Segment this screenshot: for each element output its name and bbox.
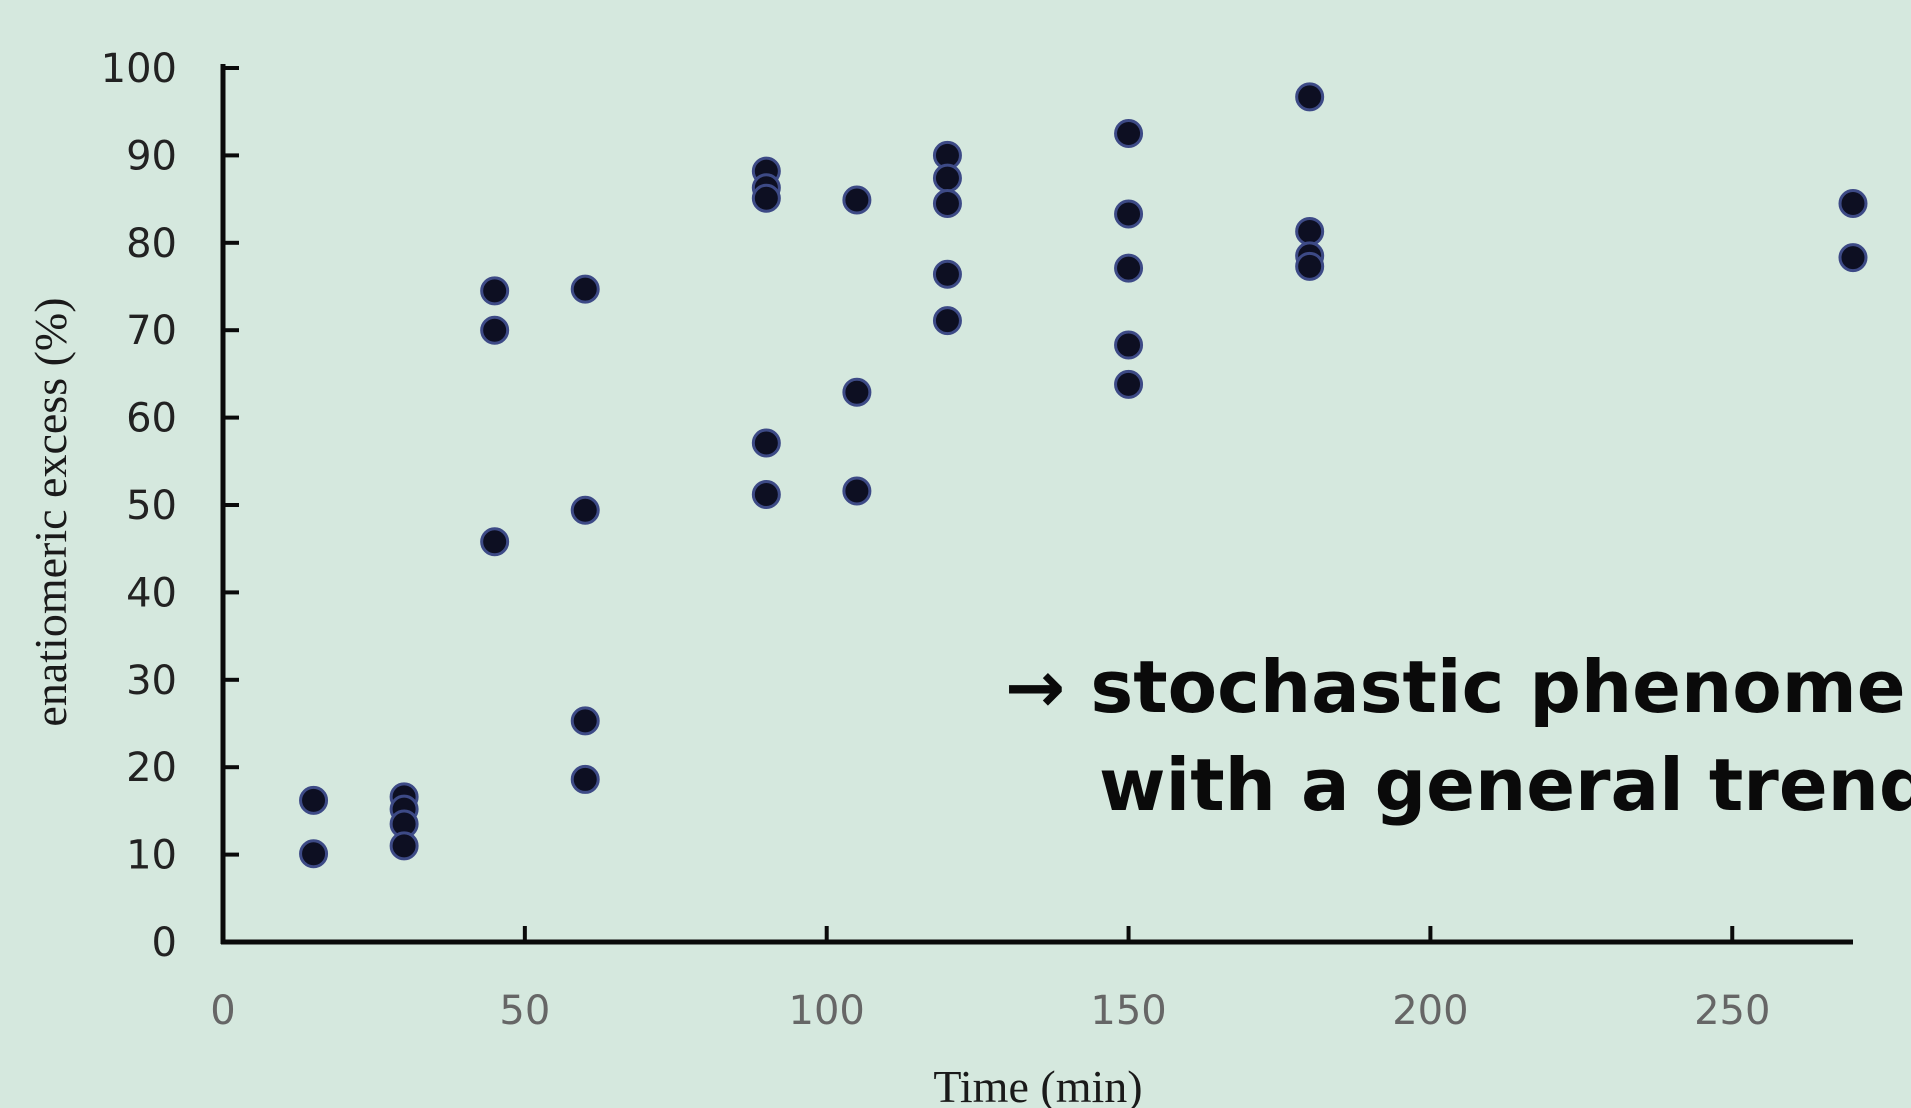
data-point — [1838, 243, 1868, 273]
x-tick-label: 100 — [789, 988, 865, 1034]
y-tick-label: 70 — [126, 308, 177, 354]
data-point — [932, 188, 962, 218]
data-points — [299, 82, 1868, 869]
x-tick-label: 200 — [1392, 988, 1468, 1034]
data-point — [570, 764, 600, 794]
data-point — [932, 306, 962, 336]
data-point — [570, 495, 600, 525]
data-point — [480, 315, 510, 345]
data-point — [1295, 251, 1325, 281]
data-point — [751, 480, 781, 510]
data-point — [842, 185, 872, 215]
x-tick-label: 0 — [210, 988, 235, 1034]
x-tick-label: 150 — [1090, 988, 1166, 1034]
x-tick-label: 50 — [499, 988, 550, 1034]
data-point — [1114, 199, 1144, 229]
data-point — [480, 527, 510, 557]
y-tick-label: 0 — [152, 920, 177, 966]
y-tick-label: 30 — [126, 658, 177, 704]
y-tick-label: 40 — [126, 570, 177, 616]
data-point — [389, 831, 419, 861]
data-point — [1114, 330, 1144, 360]
data-point — [932, 259, 962, 289]
y-tick-label: 80 — [126, 221, 177, 267]
data-point — [480, 276, 510, 306]
data-point — [299, 785, 329, 815]
data-point — [932, 163, 962, 193]
y-tick-label: 10 — [126, 833, 177, 879]
data-point — [1295, 216, 1325, 246]
data-point — [1114, 253, 1144, 283]
data-point — [751, 428, 781, 458]
data-point — [842, 377, 872, 407]
data-point — [299, 839, 329, 869]
data-point — [1114, 119, 1144, 149]
y-axis-ticks: 0 10 20 30 40 50 60 70 80 90 100 — [101, 46, 239, 966]
annotation-line-1: → stochastic phenomena — [1005, 645, 1911, 729]
y-tick-label: 20 — [126, 745, 177, 791]
data-point — [570, 706, 600, 736]
data-point — [751, 183, 781, 213]
annotation-text: → stochastic phenomena with a general tr… — [1005, 638, 1911, 834]
y-tick-label: 100 — [101, 46, 177, 92]
y-tick-label: 50 — [126, 483, 177, 529]
data-point — [1114, 369, 1144, 399]
annotation-line-2: with a general trend — [1099, 743, 1911, 827]
x-axis-title: Time (min) — [933, 1061, 1142, 1108]
y-tick-label: 60 — [126, 396, 177, 442]
x-axis-ticks: 0 50 100 150 200 250 — [210, 926, 1770, 1034]
data-point — [1838, 188, 1868, 218]
y-axis-title: enatiomeric excess (%) — [25, 297, 76, 726]
y-tick-label: 90 — [126, 133, 177, 179]
x-tick-label: 250 — [1694, 988, 1770, 1034]
data-point — [570, 274, 600, 304]
data-point — [1295, 82, 1325, 112]
data-point — [842, 476, 872, 506]
